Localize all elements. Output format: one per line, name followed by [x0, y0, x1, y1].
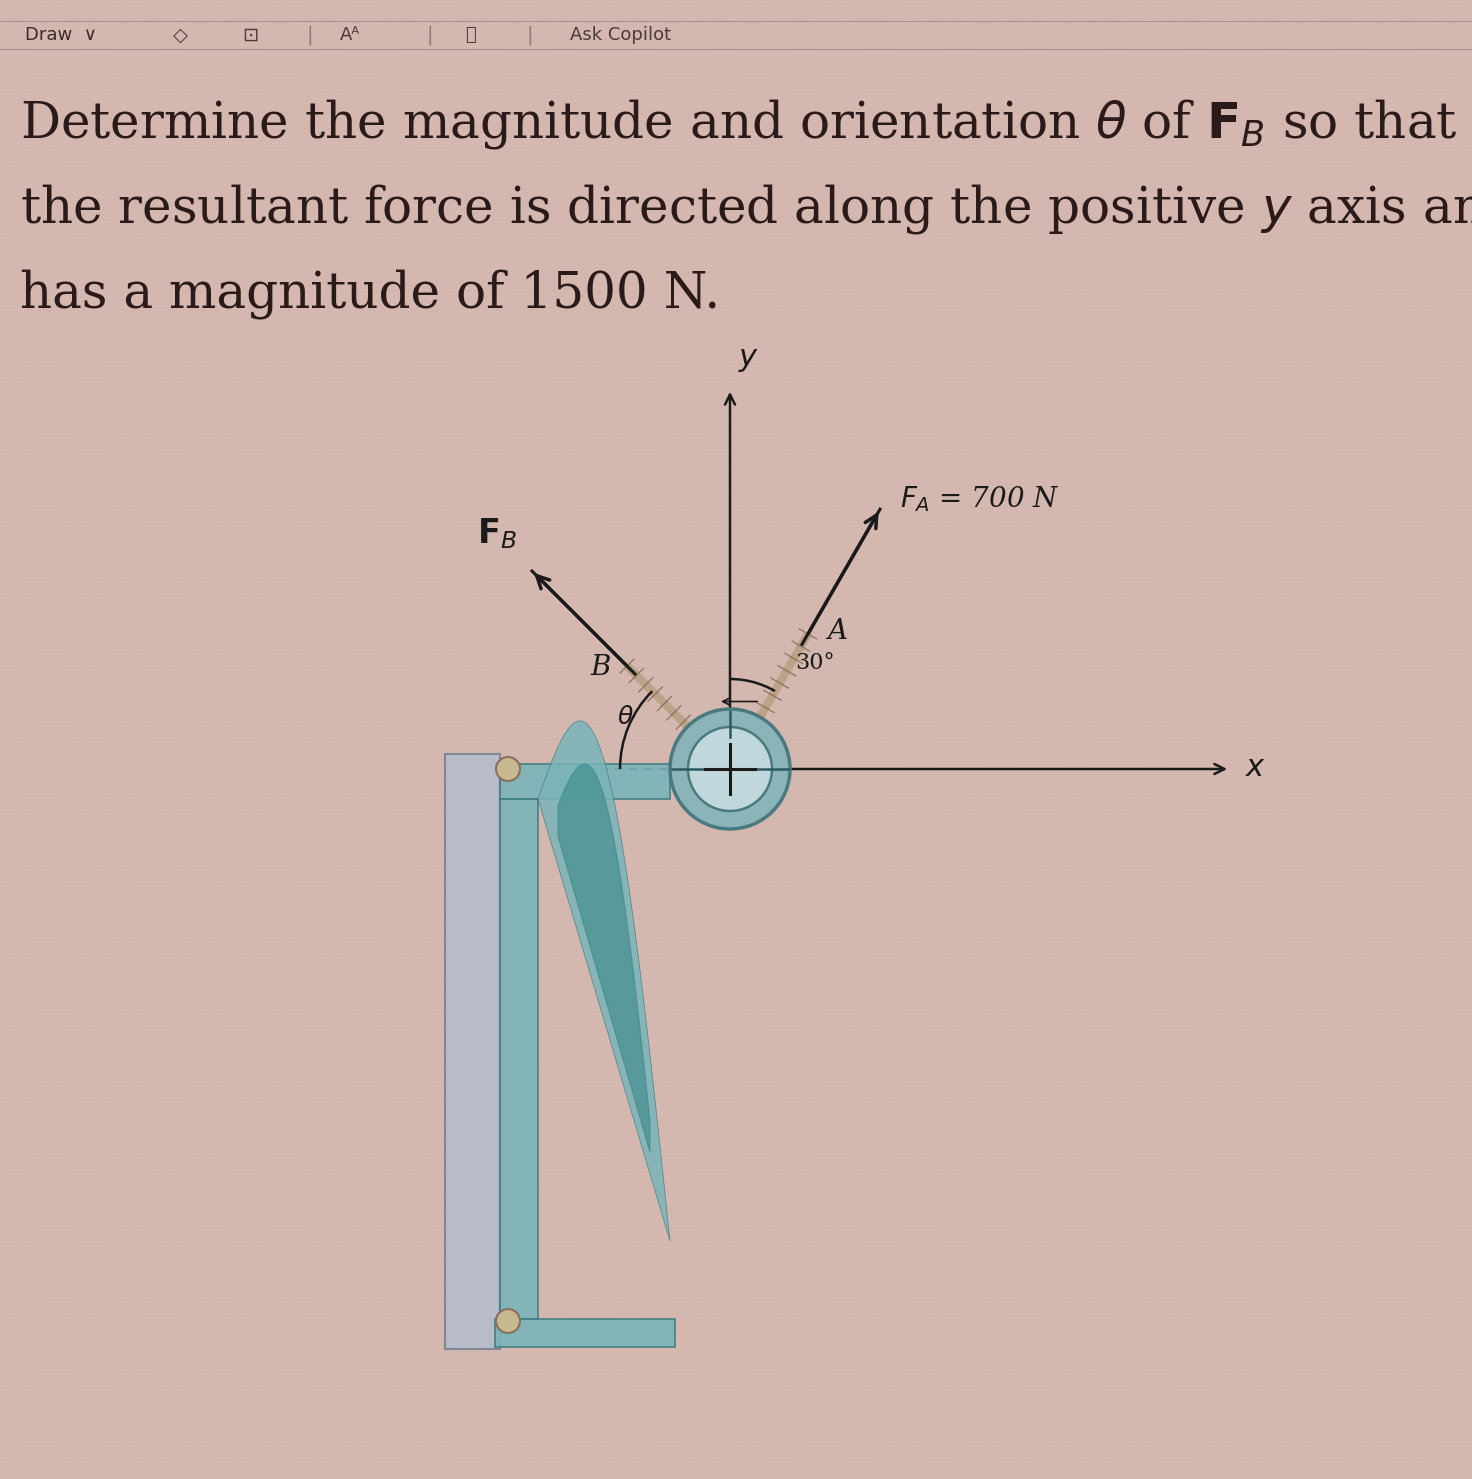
- Text: Draw  ∨: Draw ∨: [25, 27, 97, 44]
- Circle shape: [496, 1309, 520, 1333]
- Text: Determine the magnitude and orientation $\theta$ of $\mathbf{F}_B$ so that: Determine the magnitude and orientation …: [21, 98, 1457, 151]
- Polygon shape: [495, 1319, 676, 1347]
- Polygon shape: [500, 765, 670, 799]
- Text: Ask Copilot: Ask Copilot: [570, 27, 671, 44]
- Text: ◇: ◇: [172, 25, 187, 44]
- Text: $\mathbf{F}_B$: $\mathbf{F}_B$: [477, 516, 517, 552]
- Circle shape: [687, 728, 771, 810]
- Text: $F_A$ = 700 N: $F_A$ = 700 N: [899, 484, 1060, 515]
- Text: あ: あ: [465, 27, 475, 44]
- Text: 30°: 30°: [795, 652, 835, 674]
- Text: A: A: [827, 618, 848, 645]
- Text: $y$: $y$: [737, 343, 760, 374]
- Polygon shape: [500, 799, 537, 1319]
- Text: Aᴬ: Aᴬ: [340, 27, 361, 44]
- Text: B: B: [590, 654, 611, 682]
- Polygon shape: [537, 720, 670, 1241]
- Text: |: |: [427, 25, 433, 44]
- Text: $x$: $x$: [1245, 751, 1266, 782]
- Circle shape: [670, 708, 790, 830]
- Text: the resultant force is directed along the positive $y$ axis and: the resultant force is directed along th…: [21, 182, 1472, 237]
- Text: |: |: [527, 25, 533, 44]
- Text: ⊡: ⊡: [241, 25, 258, 44]
- Text: $\theta$: $\theta$: [617, 705, 633, 729]
- Polygon shape: [558, 765, 651, 1152]
- Circle shape: [496, 757, 520, 781]
- Text: has a magnitude of 1500 N.: has a magnitude of 1500 N.: [21, 269, 720, 319]
- Text: |: |: [306, 25, 314, 44]
- Polygon shape: [445, 754, 500, 1349]
